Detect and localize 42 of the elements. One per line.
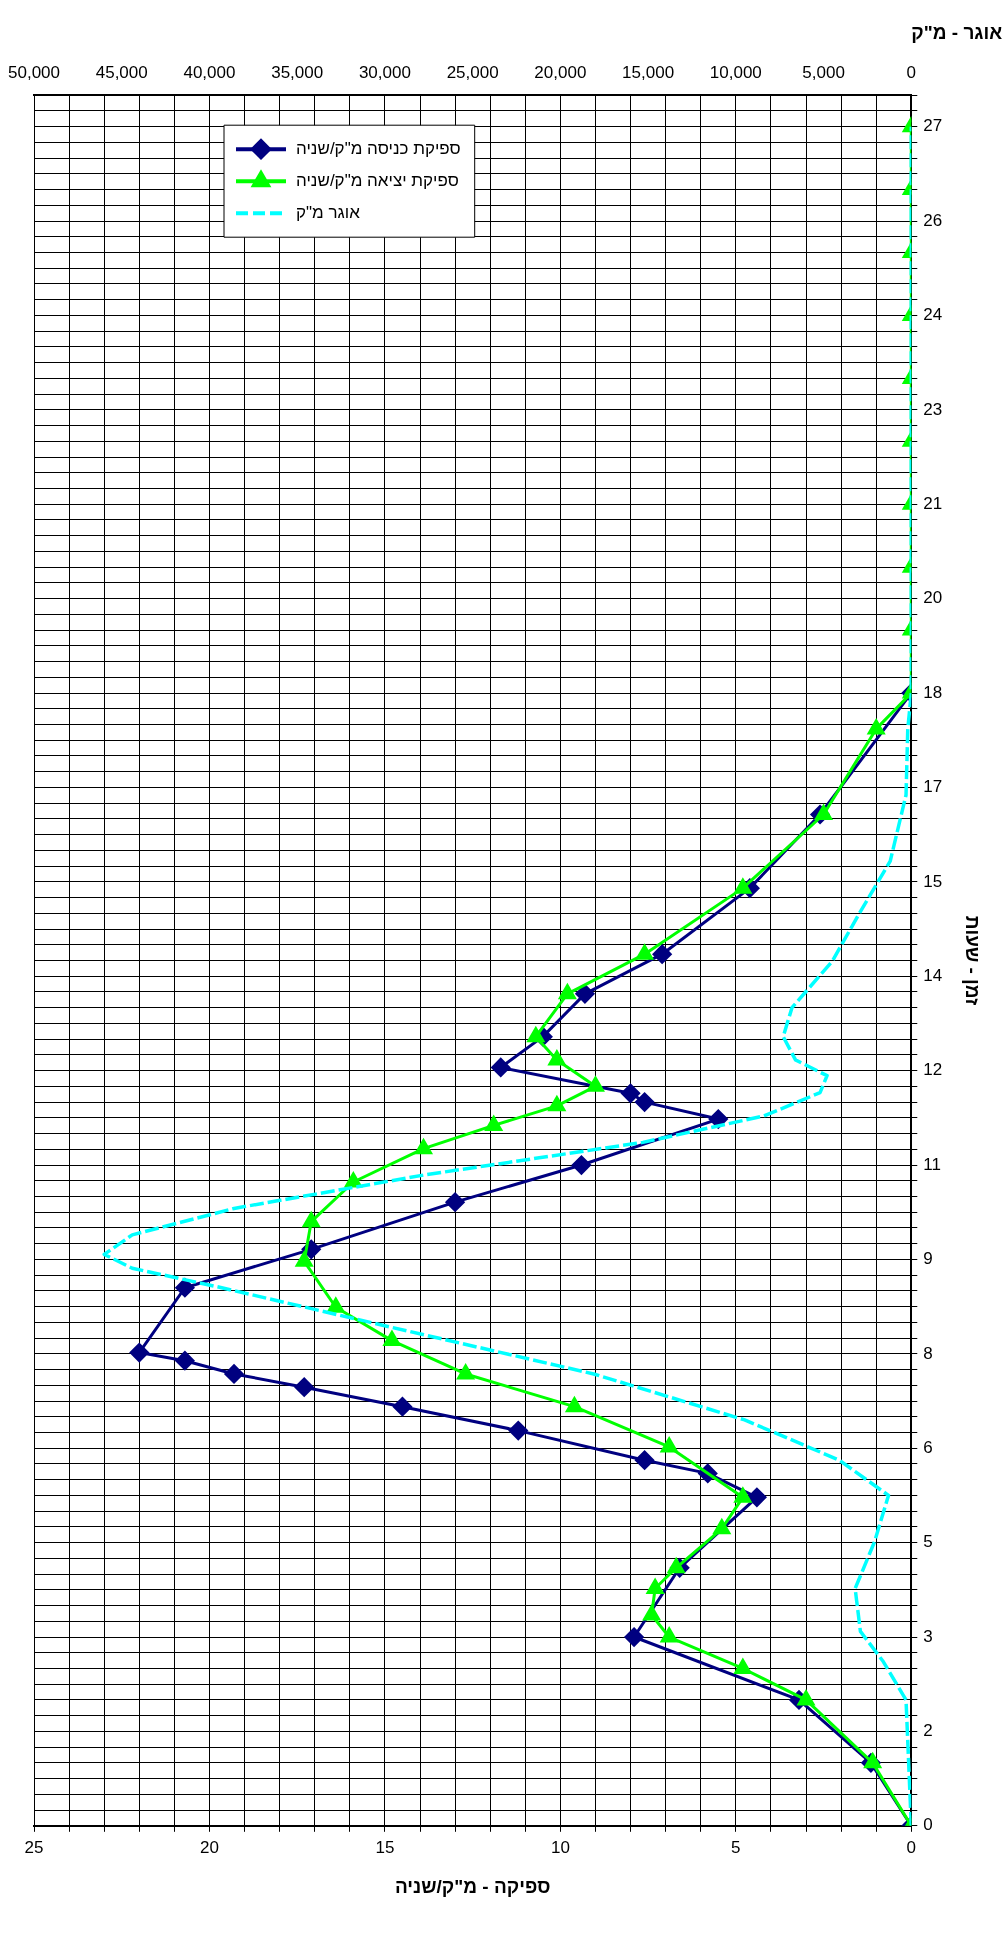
y-tick-label: 26 xyxy=(923,210,943,230)
y-tick-label: 15 xyxy=(923,871,943,891)
x2-tick-label: 10,000 xyxy=(709,62,762,82)
y-tick-label: 24 xyxy=(923,305,943,325)
y-tick-label: 23 xyxy=(923,399,943,419)
y-tick-label: 12 xyxy=(923,1060,943,1080)
x-tick-label: 20 xyxy=(200,1837,219,1857)
x2-axis-title: אוגר - מ"ק xyxy=(911,21,1003,43)
x2-tick-label: 20,000 xyxy=(534,62,587,82)
y-tick-label: 8 xyxy=(923,1343,933,1363)
y-tick-label: 17 xyxy=(923,777,943,797)
x-tick-label: 25 xyxy=(24,1837,44,1857)
x2-tick-label: 5,000 xyxy=(802,62,845,82)
y-tick-label: 11 xyxy=(923,1154,941,1174)
x2-tick-label: 25,000 xyxy=(446,62,499,82)
x2-tick-label: 15,000 xyxy=(622,62,675,82)
x-tick-label: 5 xyxy=(731,1837,741,1857)
y-tick-label: 27 xyxy=(923,116,943,136)
legend-label: ספיקת יציאה מ"ק/שניה xyxy=(296,170,459,190)
y-tick-label: 2 xyxy=(923,1721,933,1741)
legend-label: אוגר מ"ק xyxy=(296,202,361,222)
y-tick-label: 20 xyxy=(923,588,943,608)
x-axis-title: ספיקה - מ"ק/שניה xyxy=(394,1875,551,1897)
legend-label: ספיקת כניסה מ"ק/שניה xyxy=(296,138,461,158)
y-tick-label: 5 xyxy=(923,1532,933,1552)
x-tick-label: 0 xyxy=(906,1837,917,1857)
x-tick-label: 10 xyxy=(550,1837,570,1857)
x-tick-label: 15 xyxy=(375,1837,395,1857)
x2-tick-label: 50,000 xyxy=(8,62,60,82)
x2-tick-label: 0 xyxy=(906,62,917,82)
y-tick-label: 21 xyxy=(923,493,943,513)
y-axis-title: זמן - שעות xyxy=(962,915,984,1006)
y-tick-label: 18 xyxy=(923,682,943,702)
x2-tick-label: 45,000 xyxy=(95,62,148,82)
y-tick-label: 0 xyxy=(923,1815,933,1835)
x2-tick-label: 40,000 xyxy=(183,62,236,82)
y-tick-label: 3 xyxy=(923,1626,933,1646)
y-tick-label: 14 xyxy=(923,965,943,985)
x2-tick-label: 35,000 xyxy=(271,62,324,82)
x2-tick-label: 30,000 xyxy=(358,62,411,82)
y-tick-label: 9 xyxy=(923,1249,933,1269)
y-tick-label: 6 xyxy=(923,1437,933,1457)
